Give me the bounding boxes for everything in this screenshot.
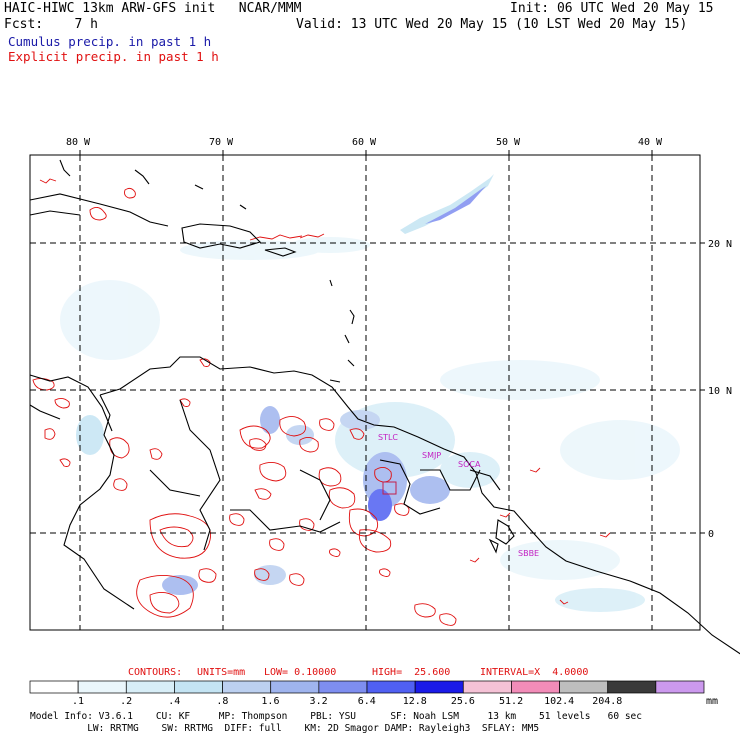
contours-label: CONTOURS: (128, 667, 183, 678)
colorbar-swatch (270, 680, 320, 694)
colorbar-swatch (174, 680, 223, 694)
highlight-box (382, 481, 397, 495)
colorbar-swatch (559, 680, 609, 694)
model-title: HAIC-HIWC 13km ARW-GFS init NCAR/MMM (4, 1, 302, 16)
contours-low: LOW= 0.10000 (264, 667, 337, 678)
lon-label: 60 W (352, 137, 377, 148)
lon-label: 50 W (496, 137, 521, 148)
latlon-grid (30, 155, 700, 630)
tick-marks (79, 150, 705, 534)
colorbar-swatch (414, 680, 464, 694)
station-label: SOCA (458, 460, 481, 469)
init-time: Init: 06 UTC Wed 20 May 15 (510, 1, 714, 16)
lon-label: 70 W (209, 137, 234, 148)
legend-cumulus: Cumulus precip. in past 1 h (8, 34, 212, 49)
model-info-line2: LW: RRTMG SW: RRTMG DIFF: full KM: 2D Sm… (30, 723, 540, 734)
lat-label: 20 N (708, 239, 732, 250)
station-label: SMJP (422, 451, 441, 460)
lon-label: 40 W (638, 137, 663, 148)
colorbar-swatch (607, 680, 657, 694)
colorbar-tick-label: 12.8 (402, 696, 427, 707)
colorbar-swatch (366, 680, 416, 694)
contours-units: UNITS=mm (197, 667, 246, 678)
explicit-precip-contours (32, 178, 611, 626)
cumulus-precip-shading (60, 174, 680, 612)
model-info-line1: Model Info: V3.6.1 CU: KF MP: Thompson P… (30, 711, 642, 722)
colorbar-tick-label: .2 (120, 696, 133, 707)
colorbar-tick-label: .8 (216, 696, 229, 707)
colorbar-swatch (462, 680, 512, 694)
lon-label: 80 W (66, 137, 91, 148)
colorbar-swatch (655, 680, 705, 694)
station-label: SBBE (518, 549, 539, 558)
colorbar-tick-label: 51.2 (499, 696, 524, 707)
station-label: STLC (378, 433, 398, 442)
colorbar-swatch (222, 680, 272, 694)
colorbar-unit: mm (706, 696, 719, 707)
lat-label: 0 (708, 529, 714, 540)
lat-label: 10 N (708, 386, 732, 397)
contours-high: HIGH= 25.600 (372, 667, 451, 678)
colorbar-swatch (77, 680, 127, 694)
colorbar-swatch (29, 680, 79, 694)
colorbar-tick-label: 102.4 (544, 696, 575, 707)
legend-explicit: Explicit precip. in past 1 h (8, 49, 219, 64)
colorbar-tick-label: .1 (71, 696, 84, 707)
colorbar-tick-label: 1.6 (261, 696, 280, 707)
colorbar-tick-label: 204.8 (592, 696, 623, 707)
colorbar-tick-label: 25.6 (450, 696, 475, 707)
colorbar-tick-label: 6.4 (357, 696, 376, 707)
colorbar-tick-label: 3.2 (309, 696, 328, 707)
colorbar-swatch (318, 680, 368, 694)
valid-time: Valid: 13 UTC Wed 20 May 15 (10 LST Wed … (296, 17, 688, 32)
color-bar (29, 680, 705, 694)
coastlines (29, 159, 740, 655)
map-frame (29, 154, 701, 631)
forecast-hour: Fcst: 7 h (4, 17, 98, 32)
colorbar-swatch (511, 680, 560, 694)
colorbar-swatch (125, 680, 175, 694)
contours-interval: INTERVAL=X 4.0000 (480, 667, 589, 678)
colorbar-tick-label: .4 (168, 696, 181, 707)
